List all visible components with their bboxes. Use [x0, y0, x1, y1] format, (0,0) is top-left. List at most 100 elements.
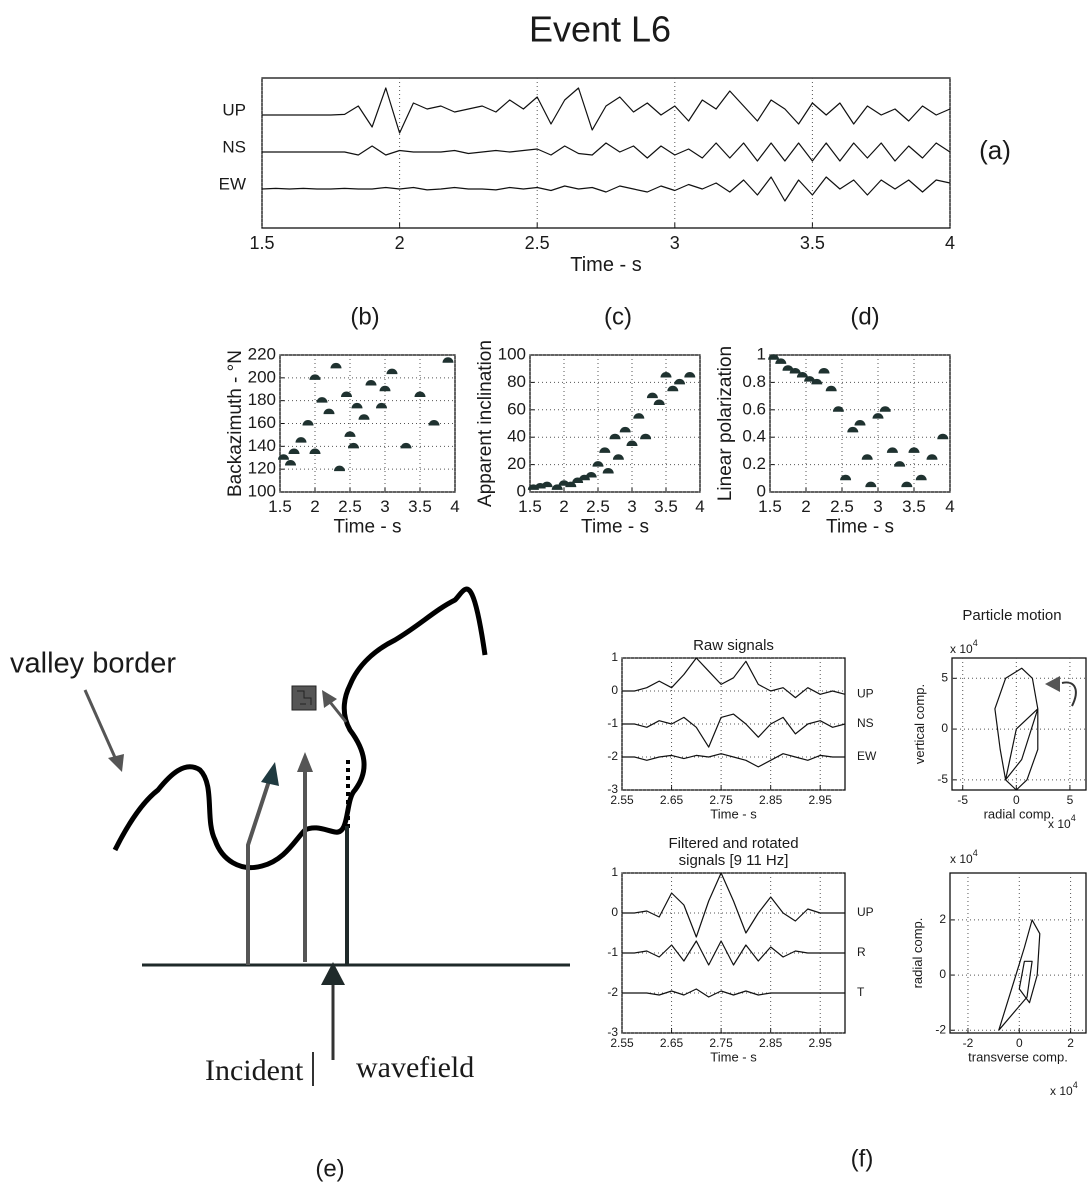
x-tick-label: 4 — [450, 497, 459, 516]
multiplier-base: x 10 — [950, 642, 973, 656]
x-tick-label: 2.75 — [709, 1036, 733, 1050]
trace — [622, 988, 845, 998]
x-tick-label: 2 — [801, 497, 810, 516]
y-tick-label: 1 — [757, 344, 766, 363]
multiplier-power: 4 — [973, 848, 978, 858]
x-tick-label: 1.5 — [758, 497, 782, 516]
panel: 1.5 2 2.5 3 3.5 4 100 120 140 160 180 200 220 Time - … — [225, 303, 460, 537]
arrow-head — [322, 690, 337, 708]
pointer-arrow — [1061, 681, 1077, 707]
arrow-head — [321, 962, 345, 985]
x-tick-label: 5 — [1067, 793, 1074, 807]
trace — [622, 753, 845, 768]
arrow-head — [261, 762, 279, 786]
scatter-point — [854, 420, 866, 426]
series-label: UP — [857, 905, 874, 919]
scatter-point — [811, 378, 823, 385]
scatter-point — [674, 378, 686, 385]
scatter-point — [775, 358, 787, 364]
x-tick-label: 0 — [1016, 1036, 1023, 1050]
panel: 2.55 2.65 2.75 2.85 2.95 1 0 -1 -2 -3 Time - s Filt… — [607, 835, 873, 1065]
y-axis-label: Apparent inclination — [475, 340, 496, 507]
x-tick-label: 2 — [559, 497, 568, 516]
x-tick-label: 2.55 — [610, 793, 634, 807]
scatter-point — [832, 406, 844, 412]
y-tick-label: 160 — [248, 413, 276, 432]
series-label: T — [857, 985, 865, 999]
scatter-point — [400, 442, 412, 449]
x-tick-label: 2.5 — [586, 497, 610, 516]
y-tick-label: -1 — [607, 945, 618, 959]
scatter-point — [768, 354, 780, 360]
scatter-point — [626, 440, 638, 447]
scatter-point — [915, 474, 927, 481]
scatter-point — [442, 357, 454, 363]
x-axis-label: transverse comp. — [968, 1050, 1068, 1065]
x-tick-label: 2.65 — [660, 793, 684, 807]
scatter-point — [358, 414, 370, 420]
y-tick-label: 1 — [611, 650, 618, 664]
scatter-point — [609, 433, 621, 440]
y-tick-label: 0 — [939, 967, 946, 981]
arrow-head — [108, 754, 124, 772]
y-tick-label: -2 — [607, 749, 618, 763]
x-tick-label: 3.5 — [902, 497, 926, 516]
scatter-point — [323, 408, 335, 415]
y-tick-label: 0 — [611, 683, 618, 697]
x-tick-label: 2.85 — [759, 793, 783, 807]
scatter-point — [796, 372, 808, 378]
x-tick-label: 2.75 — [709, 793, 733, 807]
y-tick-label: 100 — [498, 344, 526, 363]
arrow-head — [1045, 676, 1060, 692]
x-axis-label: Time - s — [710, 1050, 757, 1065]
scatter-point — [901, 481, 913, 488]
scatter-point — [825, 385, 837, 392]
wavefield-label: wavefield — [356, 1051, 474, 1084]
scatter-point — [344, 431, 356, 437]
scatter-point — [667, 385, 679, 392]
figure-title: Event L6 — [529, 9, 671, 50]
plot-frame — [949, 872, 1087, 1034]
scatter-point — [341, 391, 352, 397]
y-tick-label: 0 — [611, 905, 618, 919]
scatter-point — [414, 391, 426, 397]
trace — [622, 657, 846, 699]
plot-frame — [529, 354, 701, 493]
y-tick-label: -2 — [935, 1022, 946, 1036]
panel: 2.55 2.65 2.75 2.85 2.95 1 0 -1 -2 -3 Time - s Raw … — [607, 637, 877, 822]
scatter-point — [804, 376, 816, 382]
x-tick-label: 2 — [1067, 1036, 1074, 1050]
incident-label: Incident — [205, 1054, 304, 1087]
x-tick-label: 3.5 — [654, 497, 678, 516]
multiplier-power: 4 — [1071, 813, 1076, 823]
series-label: NS — [222, 137, 246, 156]
x-tick-label: 2 — [395, 233, 405, 253]
x-tick-label: 2.85 — [759, 1036, 783, 1050]
scatter-point — [789, 367, 801, 374]
x-tick-label: -2 — [963, 1036, 974, 1050]
y-tick-label: -3 — [607, 1025, 618, 1039]
x-tick-label: 3 — [670, 233, 680, 253]
x-axis-label: Time - s — [710, 807, 757, 822]
scatter-point — [865, 481, 877, 488]
x-tick-label: 1.5 — [518, 497, 542, 516]
y-tick-label: 0.8 — [742, 372, 766, 391]
diagram: valley border Incident wavefield (e) — [10, 586, 570, 1182]
x-tick-label: 3 — [873, 497, 882, 516]
y-tick-label: -2 — [607, 985, 618, 999]
scatter-point — [879, 406, 891, 412]
x-tick-label: 1.5 — [249, 233, 274, 253]
series-label: R — [857, 945, 866, 959]
multiplier-power: 4 — [973, 638, 978, 648]
valley-border-label: valley border — [10, 648, 176, 680]
series-label: NS — [857, 716, 874, 730]
scatter-point — [348, 442, 359, 449]
panel-label: (d) — [850, 303, 879, 330]
ray — [246, 777, 272, 965]
scatter-point — [309, 374, 321, 380]
trace — [262, 87, 951, 134]
scatter-point — [592, 461, 604, 467]
panel-label: (c) — [604, 303, 632, 330]
y-tick-label: 0 — [941, 721, 948, 735]
